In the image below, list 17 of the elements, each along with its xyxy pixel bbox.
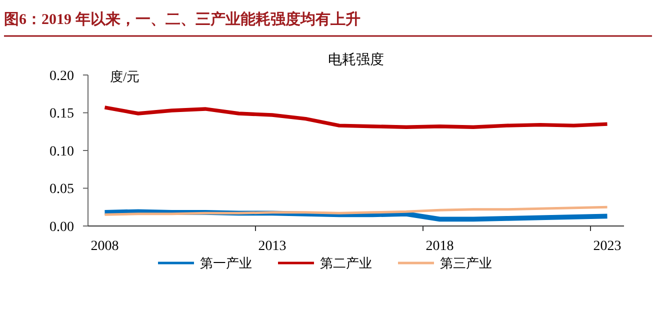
x-tick-label: 2008 xyxy=(90,239,119,254)
y-tick-label: 0.15 xyxy=(50,106,74,122)
y-tick-label: 0.10 xyxy=(50,144,74,160)
line-series xyxy=(104,206,608,216)
chart-subtitle: 电耗强度 xyxy=(328,52,384,68)
x-tick-label: 2023 xyxy=(593,239,622,254)
legend-label: 第一产业 xyxy=(200,256,252,271)
x-tick-label: 2018 xyxy=(426,239,454,254)
legend-label: 第三产业 xyxy=(440,256,492,271)
line-series xyxy=(102,106,610,129)
y-tick-label: 0.20 xyxy=(50,68,74,84)
x-tick-label: 2013 xyxy=(258,239,286,254)
chart-title: 图6：2019 年以来，一、二、三产业能耗强度均有上升 xyxy=(4,10,360,28)
y-axis-title: 度/元 xyxy=(110,69,140,84)
y-tick-label: 0.00 xyxy=(50,220,74,235)
y-tick-label: 0.05 xyxy=(50,182,74,198)
legend-label: 第二产业 xyxy=(320,256,372,271)
